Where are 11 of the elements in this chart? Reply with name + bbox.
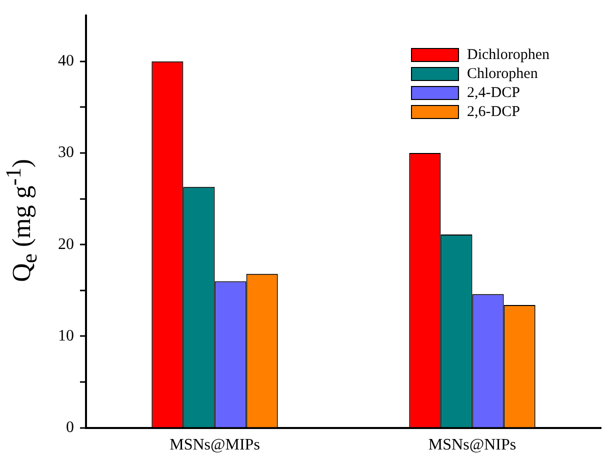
y-tick-label: 30 (58, 144, 74, 162)
y-tick-label: 10 (58, 327, 74, 344)
legend-label: Dichlorophen (467, 46, 550, 64)
y-tick-label: 20 (58, 236, 74, 253)
x-tick-label: MSNs@MIPs (170, 436, 260, 454)
legend-label: Chlorophen (467, 66, 538, 83)
x-tick-label: MSNs@NIPs (428, 436, 516, 454)
y-tick-label: 40 (58, 52, 74, 70)
legend-label: 2,6-DCP (467, 104, 520, 121)
legend-label: 2,4-DCP (467, 84, 520, 102)
y-tick-label: 0 (66, 419, 74, 436)
